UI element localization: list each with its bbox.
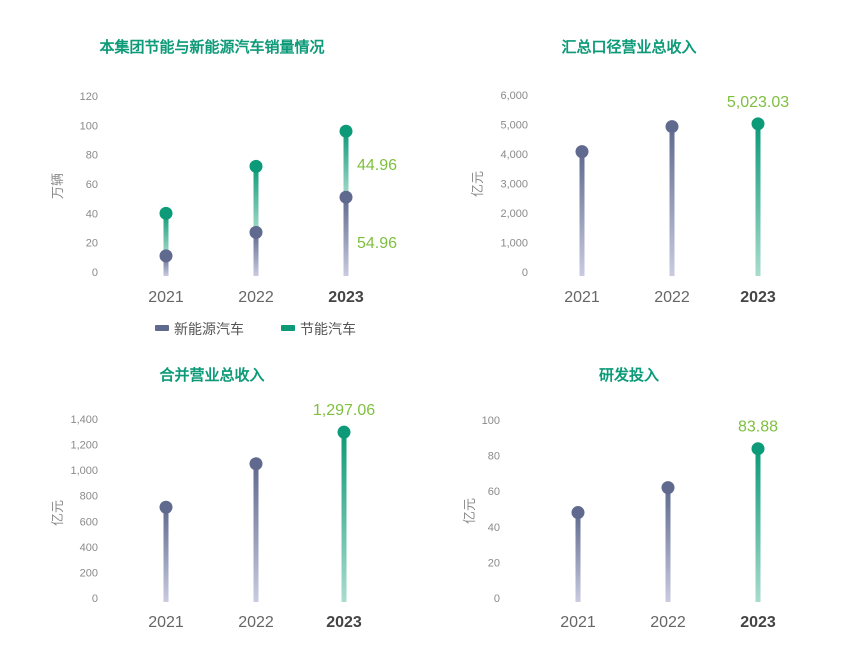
sales-stem-dark — [163, 255, 169, 276]
rd-investment-stem — [575, 512, 581, 602]
summary-revenue-ytick: 6,000 — [500, 90, 528, 102]
consolidated-revenue-ytick: 800 — [80, 491, 98, 503]
sales-point-green — [159, 206, 173, 220]
consolidated-revenue-stem — [253, 463, 259, 602]
sales-ytick: 40 — [86, 208, 98, 220]
consolidated-revenue-ylabel: 亿元 — [51, 500, 66, 526]
rd-investment-point — [661, 481, 675, 495]
consolidated-revenue-xtick: 2021 — [148, 614, 184, 631]
sales-title: 本集团节能与新能源汽车销量情况 — [99, 38, 324, 56]
sales-ytick: 20 — [86, 238, 98, 250]
summary-revenue-xtick: 2023 — [740, 289, 776, 306]
consolidated-revenue-point — [249, 457, 263, 471]
summary-revenue-point — [751, 117, 765, 131]
consolidated-revenue-point — [337, 425, 351, 439]
rd-investment-ytick: 20 — [488, 557, 500, 569]
summary-revenue-xtick: 2022 — [654, 289, 690, 306]
rd-investment-xtick: 2022 — [650, 614, 686, 631]
summary-revenue-title: 汇总口径营业总收入 — [561, 38, 696, 56]
summary-revenue-stem — [755, 123, 761, 276]
consolidated-revenue-stem — [341, 432, 347, 602]
rd-investment-ylabel: 亿元 — [463, 498, 478, 524]
rd-investment-ytick: 100 — [482, 415, 500, 427]
rd-investment-ytick: 40 — [488, 522, 500, 534]
sales-ytick: 0 — [92, 267, 98, 279]
consolidated-revenue-ytick: 1,000 — [70, 465, 98, 477]
sales-data-label: 54.96 — [357, 235, 397, 252]
rd-investment-ytick: 0 — [494, 593, 500, 605]
sales-stem-dark — [343, 197, 349, 276]
summary-revenue-ytick: 5,000 — [500, 120, 528, 132]
sales-stem-green — [343, 131, 349, 198]
summary-revenue-ytick: 1,000 — [500, 238, 528, 250]
summary-revenue-xtick: 2021 — [564, 289, 600, 306]
consolidated-revenue-ytick: 1,200 — [70, 440, 98, 452]
sales-stem-green — [163, 213, 169, 256]
consolidated-revenue-data-label: 1,297.06 — [313, 402, 375, 419]
summary-revenue-point — [665, 120, 679, 134]
sales-ytick: 120 — [80, 91, 98, 103]
sales-ytick: 80 — [86, 150, 98, 162]
legend-swatch-new-energy — [155, 325, 169, 331]
summary-revenue-data-label: 5,023.03 — [727, 94, 789, 111]
sales-xtick: 2022 — [238, 289, 274, 306]
consolidated-revenue-ytick: 1,400 — [70, 414, 98, 426]
sales-ytick: 100 — [80, 120, 98, 132]
consolidated-revenue-ytick: 0 — [92, 593, 98, 605]
rd-investment-data-label: 83.88 — [738, 419, 778, 436]
sales-xtick: 2023 — [328, 289, 364, 306]
legend-swatch-energy-saving — [281, 325, 295, 331]
sales-point-dark — [159, 249, 173, 263]
consolidated-revenue-xtick: 2023 — [326, 614, 362, 631]
sales-point-green — [249, 159, 263, 173]
sales-stem-dark — [253, 232, 259, 276]
sales-point-dark — [249, 225, 263, 239]
summary-revenue-ytick: 3,000 — [500, 179, 528, 191]
rd-investment-xtick: 2021 — [560, 614, 596, 631]
sales-ylabel: 万辆 — [51, 173, 66, 199]
summary-revenue-ylabel: 亿元 — [471, 171, 486, 197]
rd-investment-xtick: 2023 — [740, 614, 776, 631]
consolidated-revenue-ytick: 600 — [80, 516, 98, 528]
rd-investment-stem — [755, 448, 761, 602]
rd-investment-ytick: 60 — [488, 486, 500, 498]
sales-ytick: 60 — [86, 179, 98, 191]
rd-investment-title: 研发投入 — [599, 366, 659, 384]
summary-revenue-ytick: 0 — [522, 267, 528, 279]
consolidated-revenue-ytick: 400 — [80, 542, 98, 554]
summary-revenue-ytick: 4,000 — [500, 149, 528, 161]
sales-data-label: 44.96 — [357, 157, 397, 174]
consolidated-revenue-title: 合并营业总收入 — [158, 366, 264, 384]
sales-stem-green — [253, 166, 259, 233]
summary-revenue-ytick: 2,000 — [500, 208, 528, 220]
sales-point-green — [339, 124, 353, 138]
summary-revenue-stem — [579, 151, 585, 276]
legend-label-new-energy: 新能源汽车 — [174, 321, 244, 338]
consolidated-revenue-ytick: 200 — [80, 567, 98, 579]
legend-label-energy-saving: 节能汽车 — [300, 321, 356, 338]
sales-point-dark — [339, 190, 353, 204]
consolidated-revenue-stem — [163, 507, 169, 602]
summary-revenue-point — [575, 145, 589, 159]
rd-investment-point — [571, 506, 585, 520]
sales-xtick: 2021 — [148, 289, 184, 306]
rd-investment-ytick: 80 — [488, 451, 500, 463]
rd-investment-stem — [665, 487, 671, 602]
rd-investment-point — [751, 442, 765, 456]
consolidated-revenue-xtick: 2022 — [238, 614, 274, 631]
summary-revenue-stem — [669, 126, 675, 276]
consolidated-revenue-point — [159, 500, 173, 514]
